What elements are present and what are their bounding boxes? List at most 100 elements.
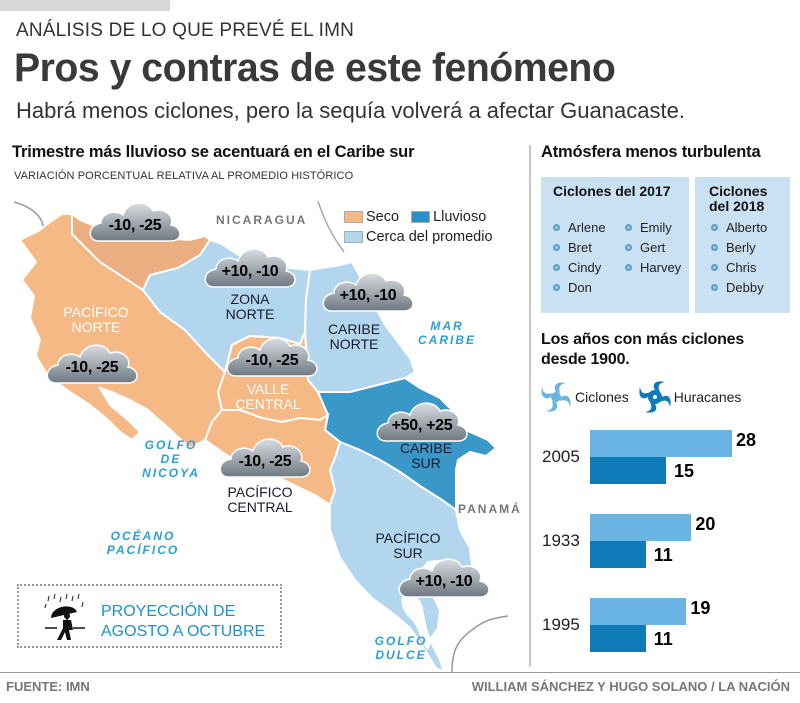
legend-label: Lluvioso [433, 209, 487, 225]
years-chart-title: Los años con más ciclones desde 1900. [541, 331, 745, 368]
bar-huracanes-1995 [590, 625, 646, 652]
cyclone-item: Chris [711, 257, 767, 277]
cyclones-2018-list: Alberto Berly Chris Debby [711, 217, 767, 297]
bullet-icon [625, 243, 632, 251]
bar-ciclones-2005 [590, 430, 732, 457]
cyclone-item: Berly [711, 237, 767, 257]
bullet-icon [625, 223, 632, 231]
cyclones-2017-list-col1: Arlene Bret Cindy Don [553, 217, 606, 297]
cloud-caribe-sur: +50, +25 [372, 395, 472, 449]
cloud-value: -10, -25 [238, 453, 292, 470]
nicaragua-border-east [317, 200, 345, 253]
map-section-title: Trimestre más lluvioso se acentuará en e… [12, 143, 415, 161]
legend-item-lluvioso: Lluvioso [411, 209, 486, 225]
cloud-value: +10, -10 [339, 287, 397, 304]
author-credit: WILLIAM SÁNCHEZ Y HUGO SOLANO / LA NACIÓ… [471, 679, 790, 694]
source-credit: FUENTE: IMN [6, 679, 90, 694]
region-pacifico-sur [328, 440, 474, 672]
cyclone-item: Don [553, 277, 606, 297]
headline: Pros y contras de este fenómeno [14, 46, 616, 90]
year-label-2005: 2005 [542, 447, 580, 466]
legend-label: Ciclones [575, 389, 629, 405]
costa-rica-map: -10, -25 +10, -10 +10, -10 -10, -25 -10,… [0, 185, 530, 672]
label-mar-caribe: MAR CARIBE [417, 319, 476, 347]
bar-huracanes-2005 [590, 457, 667, 484]
column-divider [529, 145, 531, 667]
right-section-title: Atmósfera menos turbulenta [541, 143, 761, 161]
cloud-caribe-norte: +10, -10 [318, 265, 418, 319]
years-bar-chart: 2005 28 15 1933 20 11 1995 19 11 [530, 420, 800, 670]
cyclone-icon [541, 382, 571, 412]
label-golfo-dulce: GOLFO DULCE [374, 634, 428, 662]
cloud-zona-norte: +10, -10 [200, 241, 300, 295]
cyclones-2017-list-col2: Emily Gert Harvey [625, 217, 681, 277]
cloud-value: +10, -10 [415, 573, 473, 590]
bullet-icon [711, 263, 718, 271]
label-zona-norte: ZONA NORTE [225, 291, 275, 322]
bar-value-huracanes-1933: 11 [653, 545, 673, 565]
projection-box: PROYECCIÓN DE AGOSTO A OCTUBRE [17, 584, 282, 648]
cyclone-item: Gert [625, 237, 681, 257]
cyclone-item: Debby [711, 277, 767, 297]
cyclone-item: Emily [625, 217, 681, 237]
legend-item-ciclones: Ciclones [540, 381, 629, 413]
cyclones-2017-title: Ciclones del 2017 [553, 183, 671, 199]
cyclone-item: Arlene [553, 217, 606, 237]
legend-label: Seco [366, 209, 400, 225]
year-label-1995: 1995 [542, 615, 580, 634]
label-pacifico-sur: PACÍFICO SUR [375, 530, 441, 561]
cyclones-2018-box: Ciclones del 2018 Alberto Berly Chris De… [695, 177, 790, 313]
swatch-lluvioso [411, 211, 431, 223]
golfo-dulce-water [401, 590, 432, 650]
legend-label: Cerca del promedio [366, 229, 493, 245]
bullet-icon [553, 283, 560, 291]
umbrella-rain-icon [44, 593, 85, 640]
bar-huracanes-1933 [590, 541, 646, 568]
map-subtitle: VARIACIÓN PORCENTUAL RELATIVA AL PROMEDI… [14, 170, 354, 182]
bullet-icon [625, 263, 632, 271]
label-caribe-sur: CARIBE SUR [399, 440, 453, 471]
legend-label: Huracanes [673, 389, 742, 405]
bar-ciclones-1995 [590, 598, 687, 625]
label-oceano-pacifico: OCÉANO PACÍFICO [106, 529, 180, 557]
cloud-value: +50, +25 [391, 417, 453, 434]
label-pacifico-norte: PACÍFICO NORTE [63, 304, 129, 335]
label-nicaragua: NICARAGUA [216, 213, 308, 227]
bullet-icon [711, 223, 718, 231]
cloud-valle-central: -10, -25 [222, 330, 322, 384]
cloud-value: -10, -25 [108, 217, 162, 234]
swatch-seco [344, 211, 363, 223]
label-valle-central: VALLE CENTRAL [235, 381, 301, 412]
label-pacifico-central: PACÍFICO CENTRAL [227, 484, 293, 515]
cloud-value: -10, -25 [245, 352, 299, 369]
cloud-pacifico-sur: +10, -10 [394, 551, 494, 605]
bullet-icon [553, 243, 560, 251]
cyclone-item: Alberto [711, 217, 767, 237]
swatch-cerca-promedio [344, 231, 363, 243]
label-panama: PANAMÁ [458, 502, 522, 516]
legend-item-cerca-promedio: Cerca del promedio [344, 229, 493, 245]
label-golfo-nicoya: GOLFO DE NICOYA [142, 438, 200, 480]
label-caribe-norte: CARIBE NORTE [327, 321, 381, 352]
hurricane-icon [639, 381, 671, 413]
bar-value-ciclones-1995: 19 [690, 598, 711, 618]
top-strip [0, 0, 170, 11]
cloud-pacifico-central: -10, -25 [215, 431, 315, 485]
cyclones-2018-title: Ciclones del 2018 [709, 183, 768, 214]
bar-value-huracanes-2005: 15 [674, 461, 695, 481]
dek: Habrá menos ciclones, pero la sequía vol… [16, 98, 685, 123]
projection-label: PROYECCIÓN DE AGOSTO A OCTUBRE [101, 603, 266, 640]
legend-item-seco: Seco [344, 209, 399, 225]
legend-item-huracanes: Huracanes [639, 381, 742, 413]
cyclone-item: Harvey [625, 257, 681, 277]
cloud-pacifico-norte: -10, -25 [42, 337, 142, 391]
bullet-icon [711, 243, 718, 251]
footer-rule [0, 672, 800, 673]
bar-value-ciclones-2005: 28 [735, 430, 756, 450]
cloud-norte-guanacaste: -10, -25 [85, 195, 185, 249]
bar-ciclones-1933 [590, 514, 692, 541]
cyclone-item: Bret [553, 237, 606, 257]
chart-legend: Ciclones Huracanes [540, 381, 751, 413]
year-label-1933: 1933 [542, 531, 580, 550]
cyclones-2017-box: Ciclones del 2017 Arlene Bret Cindy Don … [541, 177, 689, 313]
